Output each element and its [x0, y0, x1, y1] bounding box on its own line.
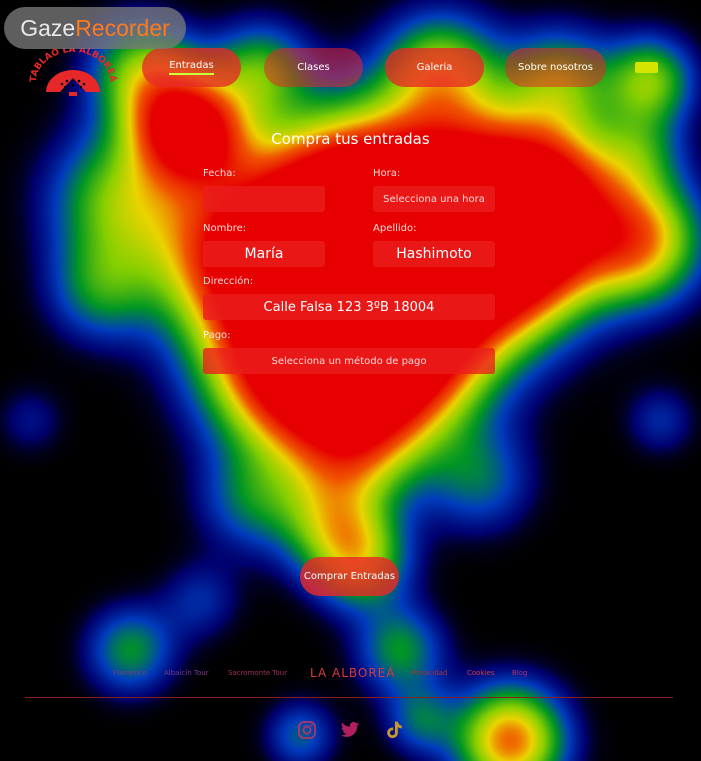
- direccion-label: Dirección:: [203, 276, 254, 287]
- footer-divider: [25, 697, 673, 698]
- fecha-label: Fecha:: [203, 168, 236, 179]
- gazerecorder-watermark: Gaze Recorder: [4, 7, 186, 49]
- instagram-icon[interactable]: [297, 720, 317, 740]
- nombre-input[interactable]: María: [203, 241, 325, 267]
- nav-galeria-button[interactable]: Galeria: [385, 48, 484, 87]
- hora-label: Hora:: [373, 168, 401, 179]
- pago-select[interactable]: Selecciona un método de pago: [203, 348, 495, 374]
- nombre-label: Nombre:: [203, 223, 247, 234]
- nav-clases-button[interactable]: Clases: [264, 48, 363, 87]
- nav-galeria-label: Galeria: [416, 62, 453, 73]
- footer-link-cookies[interactable]: Cookies: [467, 669, 495, 677]
- nav-sobre-nosotros-button[interactable]: Sobre nosotros: [505, 48, 606, 87]
- direccion-input[interactable]: Calle Falsa 123 3ºB 18004: [203, 294, 495, 320]
- tiktok-icon[interactable]: [384, 720, 404, 740]
- footer-link-flamenco[interactable]: Flamenco: [113, 669, 147, 677]
- footer-brand: LA ALBOREÁ: [310, 666, 396, 680]
- comprar-entradas-label: Comprar Entradas: [303, 571, 396, 582]
- language-flag-icon[interactable]: [635, 62, 658, 73]
- footer-link-albaicin-tour[interactable]: Albaicín Tour: [164, 669, 209, 677]
- hora-select[interactable]: Selecciona una hora: [373, 186, 495, 212]
- footer-link-privacidad[interactable]: Privacidad: [411, 669, 448, 677]
- watermark-part2: Recorder: [75, 14, 170, 41]
- fecha-input[interactable]: [203, 186, 325, 212]
- nav-entradas-label: Entradas: [169, 60, 214, 75]
- pago-label: Pago:: [203, 330, 231, 341]
- footer-link-blog[interactable]: Blog: [512, 669, 528, 677]
- twitter-icon[interactable]: [340, 720, 360, 740]
- fan-logo-icon: TABLAO LA ALBOREÁ: [29, 45, 119, 96]
- site-logo[interactable]: TABLAO LA ALBOREÁ: [26, 45, 120, 96]
- form-title: Compra tus entradas: [271, 130, 430, 148]
- watermark-part1: Gaze: [20, 14, 76, 41]
- comprar-entradas-button[interactable]: Comprar Entradas: [300, 557, 399, 596]
- apellido-input[interactable]: Hashimoto: [373, 241, 495, 267]
- footer-link-sacromonte-tour[interactable]: Sacromonte Tour: [228, 669, 288, 677]
- nav-sobre-label: Sobre nosotros: [518, 62, 593, 73]
- apellido-label: Apellido:: [373, 223, 417, 234]
- nav-clases-label: Clases: [297, 62, 330, 73]
- nav-entradas-button[interactable]: Entradas: [142, 48, 241, 87]
